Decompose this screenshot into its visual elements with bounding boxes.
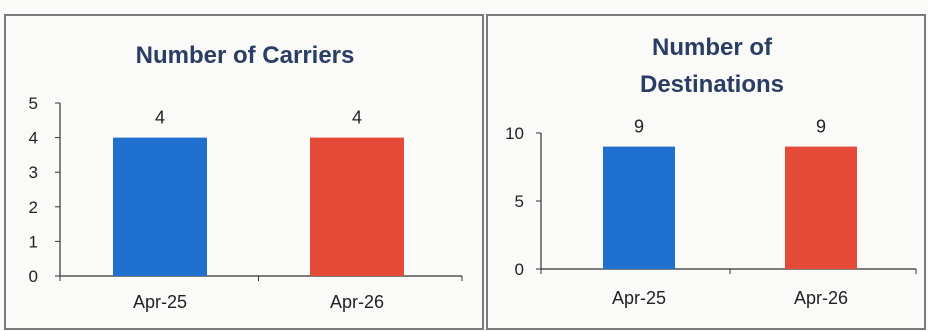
y-tick-label: 1 xyxy=(29,232,38,251)
x-category-label: Apr-25 xyxy=(612,288,666,308)
bar-apr-25 xyxy=(603,147,675,269)
y-tick-label: 3 xyxy=(29,163,38,182)
carriers-chart: Number of Carriers 0 1 2 3 4 5 4 Apr-25 4 Apr-26 xyxy=(0,0,480,331)
x-category-label: Apr-26 xyxy=(330,292,384,312)
x-category-label: Apr-26 xyxy=(794,288,848,308)
y-tick-label: 0 xyxy=(515,260,524,279)
bar-apr-25 xyxy=(113,138,207,276)
x-category-label: Apr-25 xyxy=(133,292,187,312)
chart-title: Number of Carriers xyxy=(136,42,355,69)
chart-title-line-2: Destinations xyxy=(640,71,784,98)
y-tick-label: 0 xyxy=(29,267,38,286)
data-label: 4 xyxy=(155,108,165,128)
data-label: 9 xyxy=(634,117,644,137)
y-tick-label: 4 xyxy=(29,129,38,148)
y-tick-label: 2 xyxy=(29,198,38,217)
data-label: 9 xyxy=(816,117,826,137)
data-label: 4 xyxy=(352,108,362,128)
y-tick-label: 10 xyxy=(505,124,524,143)
destinations-chart: Number of Destinations 0 5 10 9 Apr-25 9 Apr-26 xyxy=(486,0,928,331)
chart-title-line-1: Number of xyxy=(652,34,773,61)
y-tick-label: 5 xyxy=(515,192,524,211)
bar-apr-26 xyxy=(310,138,404,276)
y-tick-label: 5 xyxy=(29,94,38,113)
bar-apr-26 xyxy=(785,147,857,269)
